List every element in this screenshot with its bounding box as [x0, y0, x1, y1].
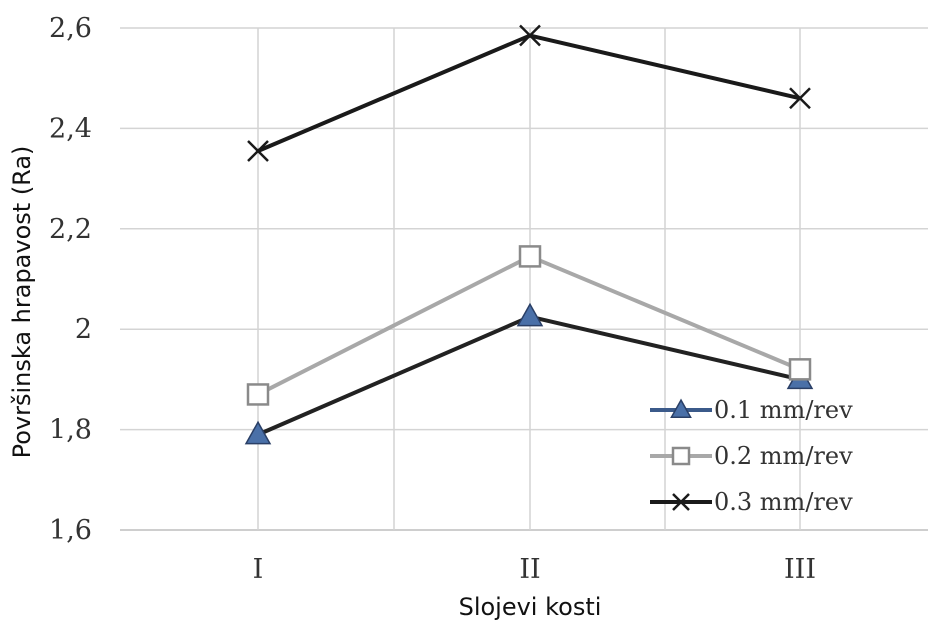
- data-point-marker: [790, 359, 810, 379]
- y-tick-label: 2: [75, 314, 92, 345]
- data-point-marker: [248, 384, 268, 404]
- legend-label: 0.1 mm/rev: [714, 396, 853, 424]
- legend-item: 0.1 mm/rev: [650, 396, 853, 424]
- legend-item: 0.3 mm/rev: [650, 488, 853, 516]
- legend-label: 0.3 mm/rev: [714, 488, 853, 516]
- x-tick-label: III: [784, 554, 816, 585]
- y-tick-label: 2,4: [49, 113, 92, 144]
- y-tick-labels: 1,6 1,8 2 2,2 2,4 2,6: [49, 13, 92, 546]
- data-point-marker: [518, 304, 542, 325]
- y-axis-title: Površinska hrapavost (Ra): [8, 146, 36, 459]
- legend-item: 0.2 mm/rev: [650, 442, 853, 470]
- x-tick-labels: I II III: [253, 554, 816, 585]
- y-tick-label: 2,6: [49, 13, 92, 44]
- legend: 0.1 mm/rev 0.2 mm/rev 0.3 mm/rev: [650, 396, 853, 516]
- data-point-marker: [520, 246, 540, 266]
- y-tick-label: 1,8: [49, 415, 92, 446]
- legend-label: 0.2 mm/rev: [714, 442, 853, 470]
- x-tick-label: II: [519, 554, 540, 585]
- series-group: [246, 26, 812, 444]
- y-tick-label: 2,2: [49, 214, 92, 245]
- x-tick-label: I: [253, 554, 264, 585]
- data-point-marker: [673, 448, 689, 464]
- y-tick-label: 1,6: [49, 515, 92, 546]
- series-3: [248, 26, 810, 161]
- series-line: [258, 36, 800, 151]
- x-axis-title: Slojevi kosti: [459, 593, 602, 621]
